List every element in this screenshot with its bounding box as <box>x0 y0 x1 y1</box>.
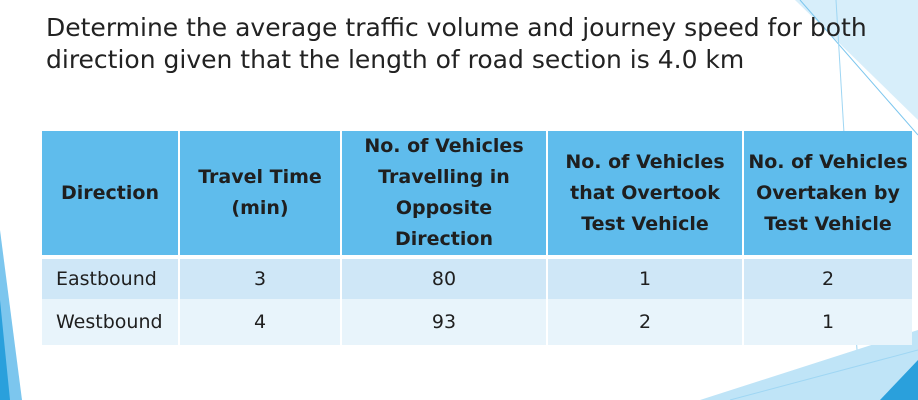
cell-overtook-test: 1 <box>547 255 744 299</box>
cell-overtook-test: 2 <box>547 299 744 345</box>
header-overtook-test: No. of Vehicles that Overtook Test Vehic… <box>547 131 744 257</box>
accent-line <box>799 0 918 136</box>
left-accent-shape <box>0 300 10 400</box>
traffic-data-table: Direction Travel Time (min) No. of Vehic… <box>42 131 912 345</box>
bottom-right-accent-shape <box>700 330 918 400</box>
cell-overtaken-by-test: 1 <box>743 299 912 345</box>
header-overtaken-by-test: No. of Vehicles Overtaken by Test Vehicl… <box>743 131 912 257</box>
header-opposite-vehicles: No. of Vehicles Travelling in Opposite D… <box>341 131 548 257</box>
table-header-row: Direction Travel Time (min) No. of Vehic… <box>42 131 912 257</box>
cell-overtaken-by-test: 2 <box>743 255 912 299</box>
table-row: Westbound 4 93 2 1 <box>42 299 912 345</box>
cell-opposite-vehicles: 93 <box>341 299 548 345</box>
cell-travel-time: 3 <box>179 255 342 299</box>
cell-direction: Westbound <box>42 299 180 345</box>
table-row: Eastbound 3 80 1 2 <box>42 255 912 299</box>
cell-travel-time: 4 <box>179 299 342 345</box>
slide-title: Determine the average traffic volume and… <box>46 13 867 74</box>
cell-direction: Eastbound <box>42 255 180 299</box>
bottom-right-accent-shape <box>880 360 918 400</box>
accent-line <box>729 349 918 400</box>
header-direction: Direction <box>42 131 180 257</box>
cell-opposite-vehicles: 80 <box>341 255 548 299</box>
header-travel-time: Travel Time (min) <box>179 131 342 257</box>
